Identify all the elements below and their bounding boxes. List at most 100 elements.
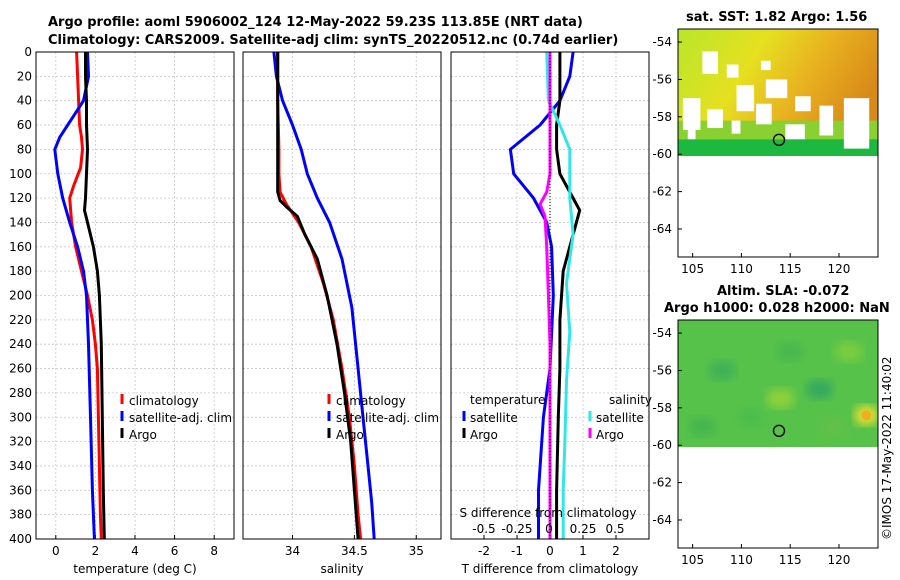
- cloud-mask: [843, 98, 870, 149]
- map-y-tick-label: -54: [652, 326, 672, 340]
- cloud-mask: [736, 85, 755, 112]
- sla-anomaly-blob: [805, 379, 834, 400]
- cloud-mask: [819, 105, 834, 136]
- top-tick-label: 0: [545, 522, 553, 536]
- sst-map-panel: -54 -56 -58 -60 -62 -64 105 110 115 120: [652, 28, 879, 276]
- x-axis-label: temperature (deg C): [73, 562, 196, 576]
- legend-label: Argo: [336, 428, 364, 442]
- cloud-mask: [795, 96, 811, 112]
- legend-label: satellite-adj. clim: [129, 411, 232, 425]
- legend-label: climatology: [336, 394, 406, 408]
- x-tick-label: 35: [409, 544, 424, 558]
- y-tick-label: 320: [9, 435, 32, 449]
- y-tick-label: 180: [9, 264, 32, 278]
- y-tick-label: 400: [9, 532, 32, 546]
- y-tick-label: 260: [9, 362, 32, 376]
- map-frame: [677, 319, 879, 549]
- map-y-tick-label: -56: [652, 363, 672, 377]
- map-y-tick-label: -58: [652, 401, 672, 415]
- series-line-satellite-adj-clim: [272, 51, 376, 540]
- y-tick-label: 160: [9, 240, 32, 254]
- map-y-tick-label: -64: [652, 222, 672, 236]
- map-x-tick-label: 115: [779, 262, 802, 276]
- top-tick-label: -0.25: [501, 522, 532, 536]
- cloud-mask: [731, 120, 741, 134]
- legend-label: satellite: [596, 411, 644, 425]
- x-tick-label: 1: [579, 544, 587, 558]
- profile-panel-1: 0204060801001201401601802002202402602803…: [9, 45, 235, 576]
- sla-field: [678, 320, 878, 448]
- axes-frame: [242, 51, 442, 540]
- map-x-tick-label: 110: [730, 553, 753, 567]
- legend-label: satellite-adj. clim: [336, 411, 439, 425]
- cloud-mask: [756, 103, 772, 125]
- axes-frame: [35, 51, 235, 540]
- y-tick-label: 0: [24, 45, 32, 59]
- series-line-satellite-adj-clim: [53, 51, 96, 540]
- sla-anomaly-blob: [766, 388, 795, 409]
- cloud-mask: [760, 60, 771, 71]
- legend-title-salinity: salinity: [609, 393, 652, 407]
- sla-high-anomaly-core: [861, 410, 872, 421]
- map-frame: [677, 28, 879, 258]
- y-tick-label: 280: [9, 386, 32, 400]
- y-tick-label: 60: [17, 118, 32, 132]
- y-tick-label: 200: [9, 289, 32, 303]
- y-tick-label: 20: [17, 69, 32, 83]
- figure-title-line2: Climatology: CARS2009. Satellite-adj cli…: [48, 33, 619, 48]
- legend-label: satellite: [470, 411, 518, 425]
- y-tick-label: 80: [17, 142, 32, 156]
- sla-title: Altim. SLA: -0.072: [717, 284, 850, 299]
- x-axis-label: T difference from climatology: [461, 562, 639, 576]
- legend-label: Argo: [129, 428, 157, 442]
- legend-label: Argo: [470, 428, 498, 442]
- figure-title-line1: Argo profile: aoml 5906002_124 12-May-20…: [48, 15, 583, 30]
- x-tick-label: 8: [210, 544, 218, 558]
- map-y-tick-label: -64: [652, 513, 672, 527]
- series-line-temperature-argo: [555, 52, 582, 539]
- sla-map-panel: -54 -56 -58 -60 -62 -64 105 110 115 120: [652, 319, 879, 567]
- sla-anomaly-blob: [834, 341, 863, 362]
- x-tick-label: -2: [478, 544, 490, 558]
- map-x-tick-label: 110: [730, 262, 753, 276]
- x-tick-label: 6: [171, 544, 179, 558]
- cloud-mask: [702, 51, 718, 74]
- map-x-tick-label: 105: [681, 553, 704, 567]
- map-x-tick-label: 115: [779, 553, 802, 567]
- y-tick-label: 40: [17, 94, 32, 108]
- y-tick-label: 340: [9, 459, 32, 473]
- x-tick-label: 0: [546, 544, 554, 558]
- sla-subtitle: Argo h1000: 0.028 h2000: NaN: [664, 301, 890, 316]
- cloud-mask: [707, 109, 723, 129]
- series-line-temperature-satellite: [508, 51, 575, 539]
- sla-anomaly-blob: [737, 407, 766, 428]
- y-tick-label: 380: [9, 508, 32, 522]
- x-tick-label: 0: [52, 544, 60, 558]
- legend-title-temperature: temperature: [470, 393, 545, 407]
- sla-anomaly-blob: [707, 360, 736, 381]
- legend-label: Argo: [596, 428, 624, 442]
- cloud-mask: [785, 124, 805, 140]
- y-tick-label: 140: [9, 215, 32, 229]
- map-x-tick-label: 120: [828, 262, 851, 276]
- profile-panel-3: -2 -1 0 1 2 T difference from climatology S di…: [450, 51, 652, 576]
- map-y-tick-label: -60: [652, 438, 672, 452]
- series-line-salinity-satellite: [545, 51, 575, 539]
- cloud-mask: [687, 126, 696, 140]
- sst-field: [678, 29, 878, 157]
- series-line-argo: [276, 52, 360, 540]
- cloud-mask: [726, 64, 739, 78]
- x-tick-label: 2: [92, 544, 100, 558]
- sla-anomaly-blob: [688, 416, 717, 437]
- x-tick-label: 34.5: [341, 544, 368, 558]
- map-y-tick-label: -62: [652, 476, 672, 490]
- top-axis-label: S difference from climatology: [460, 506, 637, 520]
- map-y-tick-label: -54: [652, 35, 672, 49]
- sla-anomaly-blob: [820, 416, 849, 437]
- map-y-tick-label: -58: [652, 110, 672, 124]
- legend-label: climatology: [129, 394, 199, 408]
- map-x-tick-label: 120: [828, 553, 851, 567]
- map-y-tick-label: -62: [652, 185, 672, 199]
- x-tick-label: -1: [511, 544, 523, 558]
